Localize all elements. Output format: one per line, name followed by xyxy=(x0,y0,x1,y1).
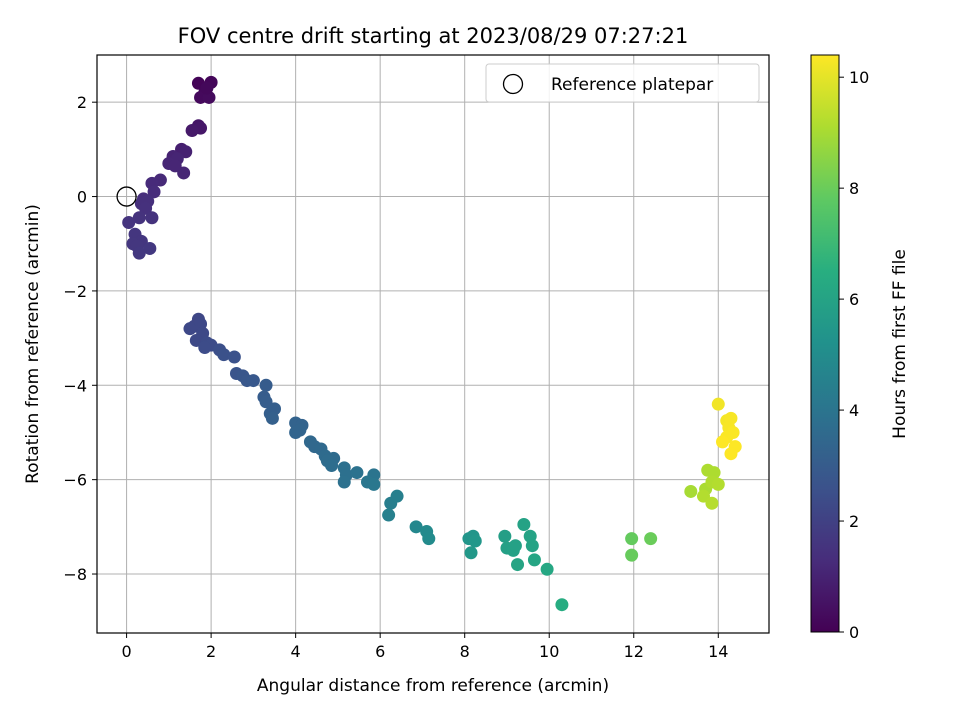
data-point xyxy=(705,496,719,510)
legend: Reference platepar xyxy=(485,63,760,103)
data-point xyxy=(139,201,153,215)
data-point xyxy=(517,517,531,531)
data-point xyxy=(468,534,482,548)
y-tick-label: −2 xyxy=(63,282,87,301)
colorbar-tick-label: 2 xyxy=(849,512,859,531)
legend-entry-label: Reference platepar xyxy=(551,75,713,95)
legend-marker-icon xyxy=(502,73,524,95)
data-point xyxy=(644,532,658,546)
data-point xyxy=(464,546,478,560)
data-point xyxy=(132,211,146,225)
colorbar-tick-label: 6 xyxy=(849,290,859,309)
data-point xyxy=(724,447,738,461)
data-point xyxy=(711,477,725,491)
x-tick-label: 8 xyxy=(460,642,470,661)
x-tick-label: 0 xyxy=(121,642,131,661)
x-tick-label: 14 xyxy=(708,642,728,661)
data-point xyxy=(540,562,554,576)
y-tick-label: −6 xyxy=(63,471,87,490)
data-point xyxy=(527,553,541,567)
data-point xyxy=(147,185,161,199)
data-point xyxy=(422,532,436,546)
colorbar-tick-label: 8 xyxy=(849,179,859,198)
y-axis-label: Rotation from reference (arcmin) xyxy=(23,204,43,484)
data-point xyxy=(289,425,303,439)
data-point xyxy=(382,508,396,522)
x-tick-label: 12 xyxy=(624,642,644,661)
colorbar-frame xyxy=(810,54,840,633)
colorbar-ticks: 0 2 4 6 8 10 xyxy=(839,68,869,642)
y-tick-label: −8 xyxy=(63,565,87,584)
x-tick-label: 10 xyxy=(539,642,559,661)
y-axis-ticks: 2 0 −2 −4 −6 −8 xyxy=(63,93,97,584)
x-axis-label: Angular distance from reference (arcmin) xyxy=(257,676,609,696)
data-point xyxy=(390,489,404,503)
data-point xyxy=(265,411,279,425)
data-point xyxy=(145,211,159,225)
grid-lines xyxy=(97,55,769,633)
y-tick-label: −4 xyxy=(63,376,87,395)
colorbar-tick-label: 4 xyxy=(849,401,859,420)
data-point xyxy=(198,341,212,355)
x-axis-ticks: 0 2 4 6 8 10 12 14 xyxy=(121,633,728,661)
data-point xyxy=(498,529,512,543)
x-tick-label: 2 xyxy=(206,642,216,661)
y-tick-label: 2 xyxy=(77,93,87,112)
data-point xyxy=(122,216,136,230)
colorbar-tick-label: 0 xyxy=(849,623,859,642)
x-tick-label: 4 xyxy=(291,642,301,661)
data-point xyxy=(246,374,260,388)
data-point xyxy=(185,123,199,137)
data-point xyxy=(325,458,339,472)
data-point xyxy=(409,520,423,534)
data-point xyxy=(227,350,241,364)
data-point xyxy=(508,539,522,553)
data-point xyxy=(217,348,231,362)
reference-point xyxy=(116,186,137,207)
colorbar-tick-label: 10 xyxy=(849,68,869,87)
data-point xyxy=(555,598,569,612)
data-point xyxy=(132,246,146,260)
data-point xyxy=(259,378,273,392)
scatter-points xyxy=(122,75,742,612)
data-point xyxy=(625,548,639,562)
y-tick-label: 0 xyxy=(77,188,87,207)
data-point xyxy=(143,241,157,255)
data-point xyxy=(525,539,539,553)
data-point xyxy=(337,475,351,489)
data-point xyxy=(367,477,381,491)
colorbar: 0 2 4 6 8 10 Hours from first FF file xyxy=(810,54,910,642)
data-point xyxy=(168,159,182,173)
data-point xyxy=(511,558,525,572)
plot-frame xyxy=(96,54,770,634)
chart-title: FOV centre drift starting at 2023/08/29 … xyxy=(178,24,689,48)
data-point xyxy=(183,322,197,336)
reference-platepar-marker xyxy=(116,186,137,207)
data-point xyxy=(625,532,639,546)
colorbar-gradient xyxy=(811,55,839,632)
data-point xyxy=(716,435,730,449)
data-point xyxy=(711,397,725,411)
legend-box xyxy=(485,63,760,103)
colorbar-label: Hours from first FF file xyxy=(890,249,910,439)
data-point xyxy=(200,81,214,95)
data-point xyxy=(684,484,698,498)
x-tick-label: 6 xyxy=(375,642,385,661)
data-point xyxy=(350,466,364,480)
